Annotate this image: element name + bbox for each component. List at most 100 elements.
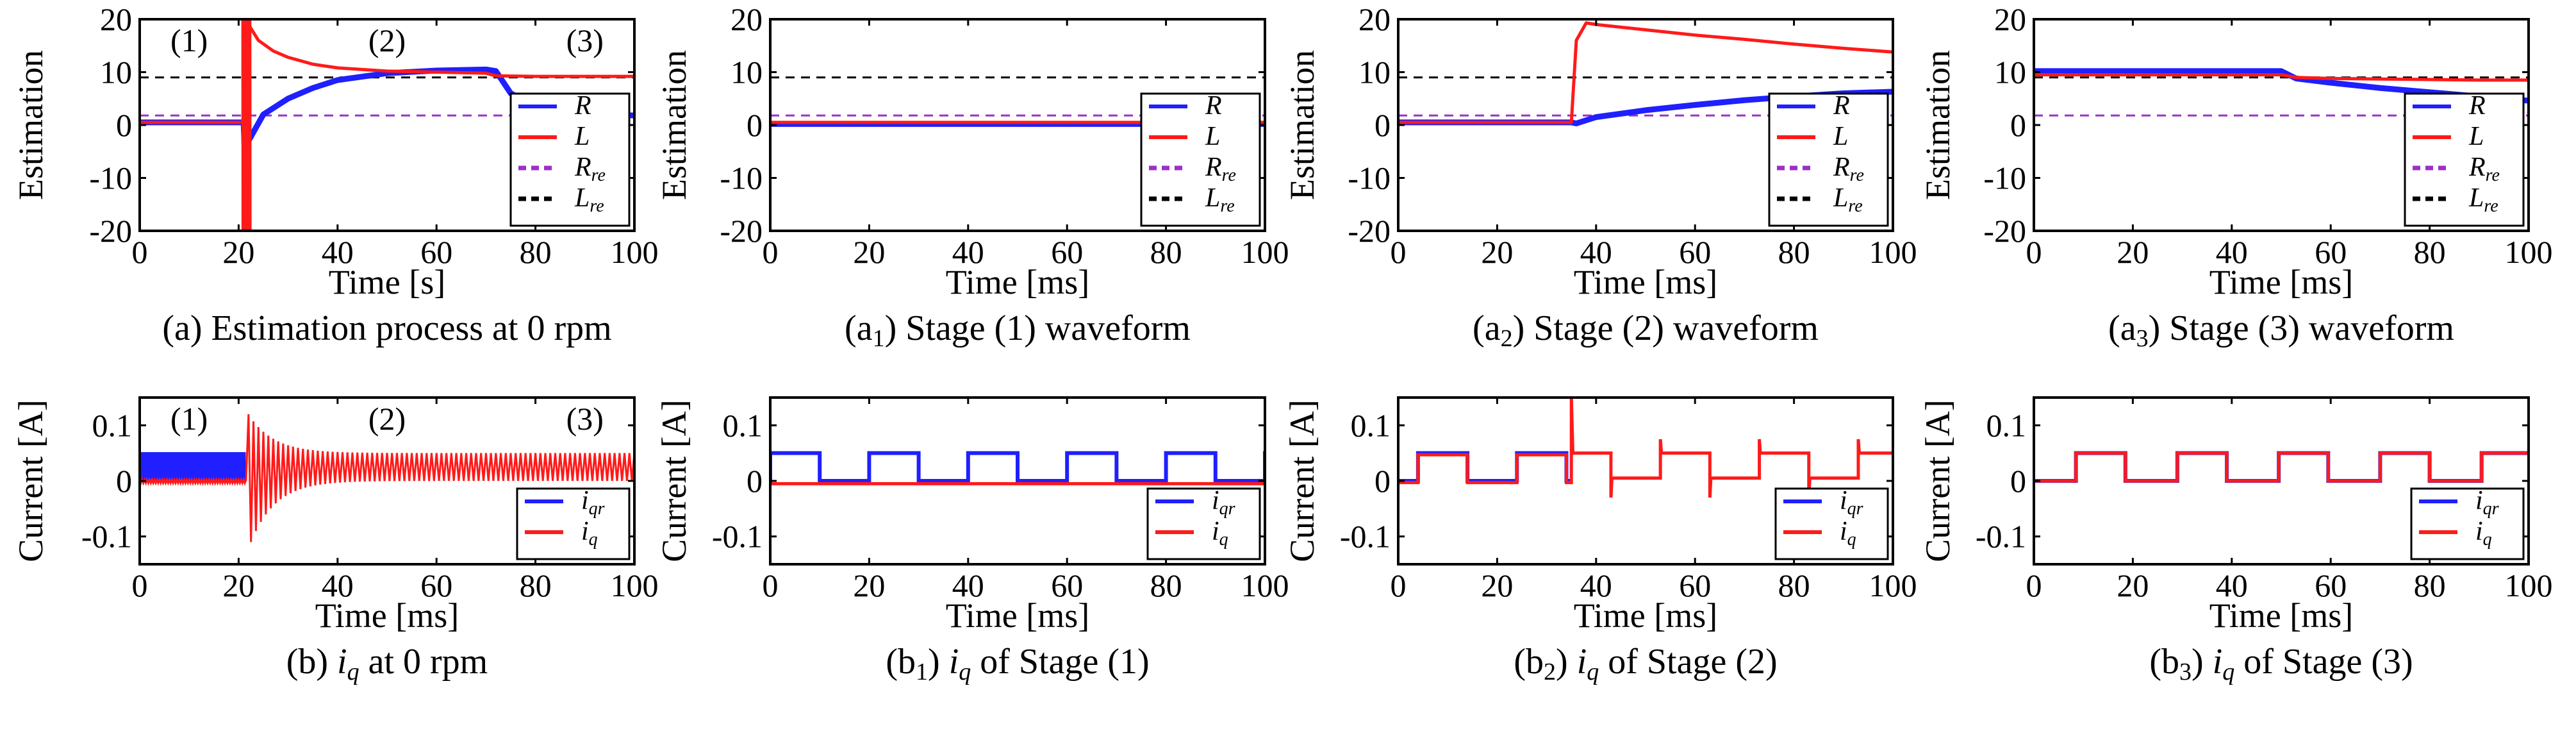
- y-axis-label: Estimation: [12, 50, 50, 200]
- plot-data: [1398, 398, 1893, 498]
- legend-entry: iqr: [1840, 486, 1863, 519]
- legend-entry: L: [574, 122, 590, 151]
- text-span: R: [2468, 91, 2486, 121]
- y-tick-label: 20: [1994, 1, 2026, 37]
- y-tick-label: 20: [100, 1, 132, 37]
- caption: (b1) iq of Stage (1): [886, 642, 1149, 685]
- text-span: q: [2222, 658, 2234, 685]
- text-span: L: [1205, 183, 1220, 213]
- legend-box: [1768, 92, 1889, 227]
- plot-data: [140, 414, 634, 542]
- legend-entry: iq: [581, 517, 598, 549]
- x-tick-label: 60: [420, 234, 452, 270]
- x-tick-label: 0: [1391, 234, 1407, 270]
- x-tick-label: 40: [1580, 234, 1612, 270]
- y-axis-label: Current [A]: [1919, 399, 1957, 562]
- text-span: R: [1833, 91, 1850, 121]
- stage-label: (1): [170, 22, 208, 58]
- plot-frame: [2033, 396, 2530, 566]
- x-tick-label: 40: [952, 234, 984, 270]
- x-tick-label: 100: [1241, 234, 1289, 270]
- y-tick-label: 0: [1375, 463, 1391, 499]
- legend-box: [2404, 92, 2525, 227]
- x-tick-label: 80: [520, 234, 552, 270]
- legend-entry: L: [1833, 122, 1848, 151]
- text-span: (b: [1514, 642, 1544, 682]
- caption: (b3) iq of Stage (3): [2149, 642, 2413, 685]
- text-span: re: [590, 196, 604, 216]
- x-tick-label: 60: [420, 567, 452, 603]
- text-span: of Stage (1): [971, 642, 1149, 682]
- series-l-line: [2034, 73, 2529, 82]
- plot-frame: [138, 18, 636, 232]
- text-span: re: [591, 165, 606, 185]
- text-span: 3: [2136, 325, 2149, 352]
- x-tick-label: 60: [1679, 234, 1711, 270]
- plot-frame: [769, 396, 1266, 566]
- text-span: q: [1847, 530, 1856, 549]
- y-tick-label: -10: [1983, 160, 2026, 196]
- x-tick-label: 100: [611, 567, 659, 603]
- y-tick-label: 20: [1358, 1, 1391, 37]
- text-span: L: [2468, 183, 2484, 213]
- legend-box: [509, 92, 631, 227]
- x-tick-label: 0: [2026, 234, 2042, 270]
- x-tick-label: 0: [1391, 567, 1407, 603]
- y-tick-label: -0.1: [712, 519, 763, 555]
- text-span: re: [2484, 196, 2498, 216]
- y-tick-label: -10: [89, 160, 132, 196]
- text-span: (b): [286, 642, 337, 682]
- legend-entry: Rre: [2468, 153, 2500, 185]
- x-axis-label: Time [ms]: [1574, 263, 1718, 301]
- x-tick-label: 80: [1778, 567, 1810, 603]
- y-tick-label: 10: [731, 55, 763, 90]
- text-span: i: [1212, 486, 1219, 516]
- x-tick-label: 100: [611, 234, 659, 270]
- y-tick-label: -20: [1348, 213, 1391, 249]
- caption: (a1) Stage (1) waveform: [845, 308, 1191, 352]
- text-span: ) Stage (1) waveform: [885, 308, 1191, 348]
- legend-entry: R: [574, 91, 591, 121]
- x-tick-label: 100: [1869, 234, 1917, 270]
- x-tick-label: 20: [222, 567, 254, 603]
- legend-entry: L: [1205, 122, 1220, 151]
- x-tick-label: 80: [520, 567, 552, 603]
- x-tick-label: 40: [2216, 234, 2248, 270]
- legend-entry: R: [2468, 91, 2486, 121]
- legend-entry: iqr: [581, 486, 605, 519]
- x-tick-label: 0: [763, 567, 779, 603]
- text-span: of Stage (3): [2234, 642, 2413, 682]
- y-tick-label: 0.1: [92, 407, 133, 443]
- plot-data: [770, 451, 1265, 485]
- text-span: R: [574, 91, 591, 121]
- y-tick-label: -10: [720, 160, 763, 196]
- y-tick-label: 0.1: [723, 407, 763, 443]
- y-tick-label: -10: [1348, 160, 1391, 196]
- x-tick-label: 60: [2315, 567, 2347, 603]
- text-span: i: [1840, 486, 1847, 516]
- legend-box: [1146, 487, 1261, 560]
- x-tick-label: 0: [2026, 567, 2042, 603]
- x-axis-label: Time [ms]: [2209, 596, 2354, 635]
- legend-entry: iqr: [1212, 486, 1235, 519]
- caption: (a2) Stage (2) waveform: [1473, 308, 1819, 352]
- text-span: i: [1840, 517, 1847, 546]
- y-tick-label: 0: [116, 463, 132, 499]
- series-iq-line: [245, 414, 634, 542]
- y-tick-label: -0.1: [81, 519, 132, 555]
- y-tick-label: 10: [100, 55, 132, 90]
- legend-box: [1774, 487, 1889, 560]
- text-span: i: [337, 642, 347, 682]
- x-tick-label: 100: [1241, 567, 1289, 603]
- x-tick-label: 20: [2117, 234, 2149, 270]
- text-span: q: [2483, 530, 2492, 549]
- text-span: R: [1205, 91, 1222, 121]
- x-tick-label: 20: [1481, 234, 1513, 270]
- text-span: i: [2475, 517, 2483, 546]
- x-axis-label: Time [ms]: [946, 263, 1090, 301]
- text-span: L: [574, 183, 590, 213]
